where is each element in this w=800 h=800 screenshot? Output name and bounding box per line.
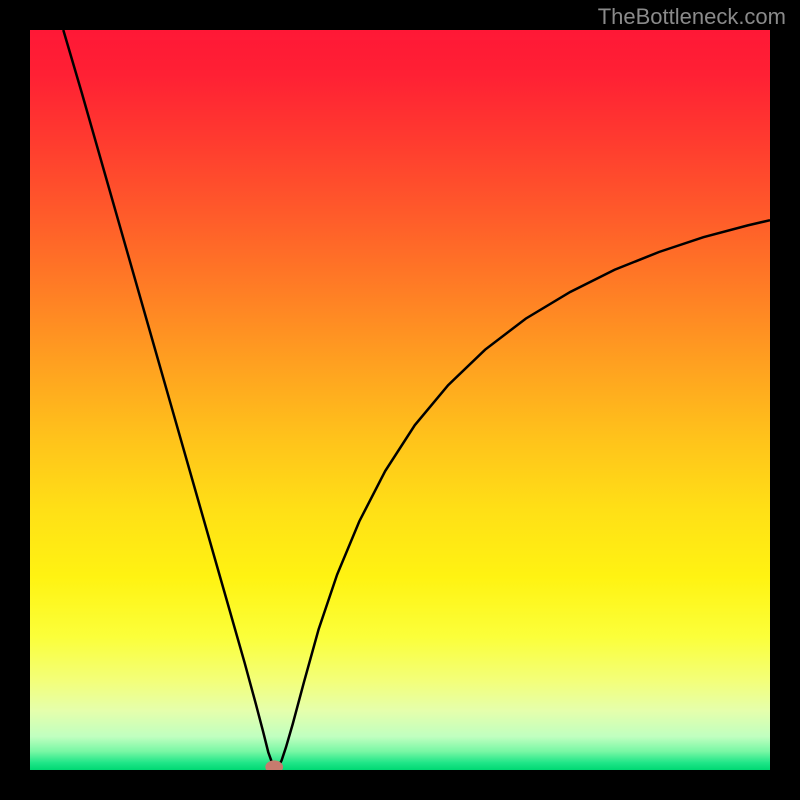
bottleneck-curve xyxy=(63,30,770,769)
curve-layer xyxy=(30,30,770,770)
plot-area xyxy=(30,30,770,770)
watermark-text: TheBottleneck.com xyxy=(598,4,786,30)
